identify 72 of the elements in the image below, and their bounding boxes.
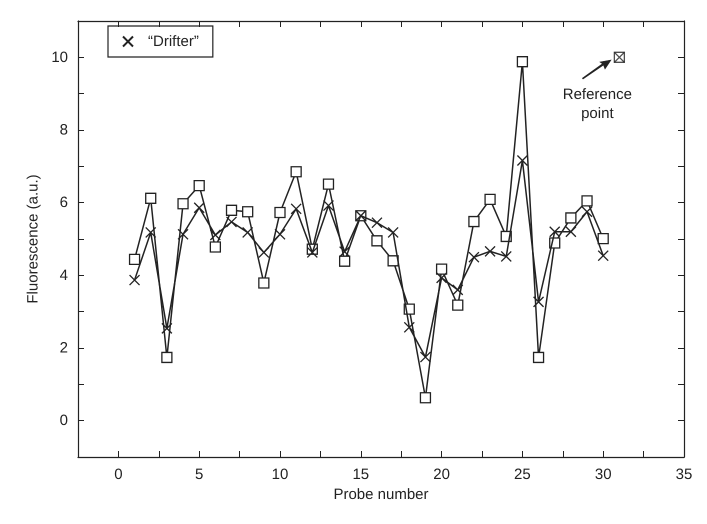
point: [404, 322, 415, 333]
point: [145, 226, 156, 238]
y-tick-label: 8: [60, 122, 68, 138]
point: [194, 202, 205, 214]
x-tick-label: 20: [433, 466, 450, 483]
x-tick-label: 15: [352, 466, 370, 483]
x-tick-label: 30: [594, 466, 612, 483]
point: [549, 226, 560, 238]
point: [258, 277, 270, 289]
point: [420, 351, 432, 363]
y-tick-label: 2: [60, 340, 68, 356]
y-tick-label: 10: [51, 48, 68, 66]
point: [242, 206, 254, 218]
point: [500, 250, 512, 262]
point: [242, 226, 254, 238]
point: [516, 56, 528, 68]
point: [581, 206, 593, 218]
point: [436, 272, 448, 284]
annotation: Reference point: [562, 85, 633, 124]
point: [371, 217, 383, 228]
point: [210, 241, 222, 253]
point: [581, 195, 593, 206]
y-tick-label: 0: [60, 412, 68, 430]
point: [177, 228, 189, 240]
point: [338, 256, 350, 267]
point: [161, 352, 173, 364]
point: [194, 180, 205, 192]
point: [532, 296, 544, 308]
point: [565, 226, 577, 238]
x-tick-label: 5: [195, 466, 204, 483]
point: [565, 212, 577, 224]
point: [290, 166, 302, 178]
legend-label: “Drifter”: [148, 33, 199, 50]
x-axis-title: Probe number: [333, 486, 429, 503]
point: [177, 198, 189, 210]
y-tick-label: 6: [60, 194, 68, 212]
point: [210, 229, 222, 241]
point: [532, 352, 544, 364]
point: [387, 226, 399, 238]
point: [145, 192, 156, 204]
point: [258, 246, 270, 258]
point: [468, 216, 480, 228]
point: [436, 264, 448, 275]
x-tick-label: 0: [114, 466, 123, 483]
point: [226, 216, 238, 228]
point: [128, 254, 140, 265]
x-tick-label: 10: [272, 466, 288, 483]
point: [387, 255, 399, 266]
point: [468, 252, 480, 263]
x-tick-label: 35: [676, 466, 692, 483]
point: [598, 250, 609, 262]
y-axis-title: Fluorescence (a.u.): [24, 174, 42, 304]
point: [598, 232, 609, 244]
point: [322, 200, 334, 212]
point: [420, 392, 432, 404]
point: [274, 228, 286, 240]
point: [128, 274, 140, 286]
point: [484, 194, 496, 206]
point: [338, 246, 350, 258]
point: [516, 154, 528, 166]
point: [161, 322, 173, 334]
point: [371, 235, 383, 246]
point: [290, 203, 302, 214]
point: [452, 299, 464, 311]
y-tick-label: 4: [60, 266, 68, 284]
point: [322, 178, 334, 190]
point: [226, 204, 238, 216]
point: [274, 206, 286, 218]
x-tick-label: 25: [514, 466, 531, 483]
point: [484, 246, 496, 258]
point: [452, 284, 464, 296]
point: [306, 246, 318, 258]
